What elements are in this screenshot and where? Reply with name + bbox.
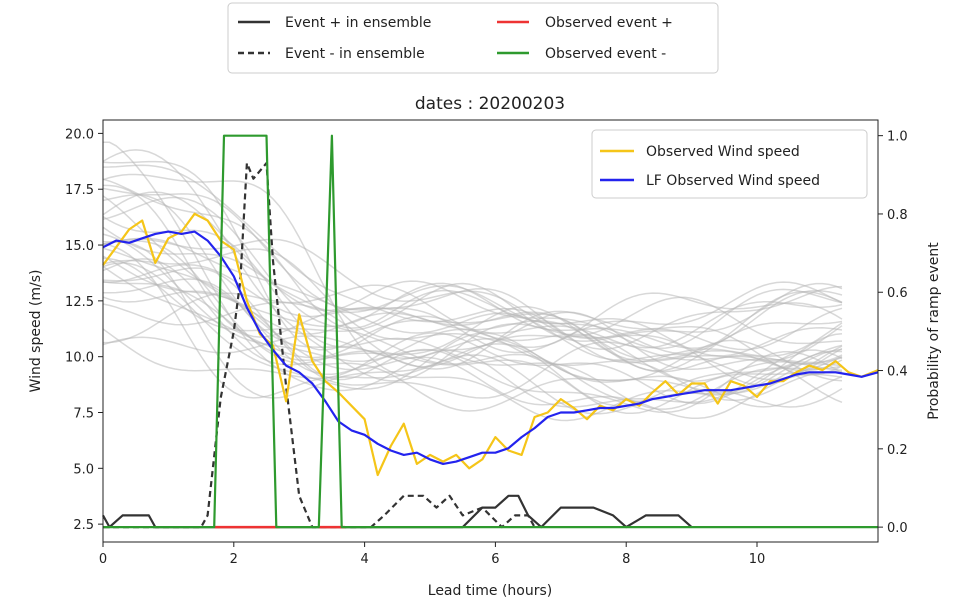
ensemble-member-23: [102, 238, 843, 351]
y-right-tick-label: 0.0: [887, 521, 908, 536]
top-legend-label-event-minus-ensemble: Event - in ensemble: [285, 46, 425, 62]
y-tick-label: 5.0: [73, 462, 94, 477]
top-legend: Event + in ensemble Observed event + Eve…: [227, 2, 719, 74]
ensemble-member-36: [102, 265, 843, 382]
y-tick-label: 20.0: [65, 127, 94, 142]
y-axis-label: Wind speed (m/s): [28, 270, 44, 393]
x-axis-label: Lead time (hours): [428, 583, 552, 599]
inner-legend-label-lf-observed: LF Observed Wind speed: [646, 173, 820, 189]
inner-legend-frame: [591, 129, 868, 199]
top-legend-label-observed-event-minus: Observed event -: [545, 46, 666, 62]
y-right-tick-label: 0.8: [887, 208, 908, 223]
ensemble-member-14: [102, 247, 843, 420]
chart-title: dates : 20200203: [415, 94, 565, 114]
series-event-plus-in-ensemble: [102, 494, 693, 529]
right-axis: 0.0 0.2 0.4 0.6 0.8 1.0: [878, 130, 908, 536]
top-legend-label-observed-event-plus: Observed event +: [545, 15, 673, 31]
y-axis-right-label: Probability of ramp event: [926, 242, 942, 420]
ensemble-member-29: [103, 278, 843, 376]
x-tick-label: 8: [622, 552, 630, 567]
ensemble-member-28: [102, 173, 843, 422]
y-tick-label: 10.0: [65, 351, 94, 366]
ensemble-member-11: [102, 262, 843, 394]
ensemble-members: [102, 141, 843, 422]
x-tick-label: 2: [230, 552, 238, 567]
ensemble-member-8: [102, 164, 843, 364]
y-right-tick-label: 1.0: [887, 130, 908, 145]
series-layer: [102, 134, 879, 529]
inner-legend: Observed Wind speed LF Observed Wind spe…: [591, 129, 868, 199]
top-legend-label-event-plus-ensemble: Event + in ensemble: [285, 15, 431, 31]
ensemble-member-15: [102, 194, 843, 376]
ensemble-member-31: [102, 328, 843, 405]
ensemble-member-27: [102, 263, 843, 372]
x-tick-label: 10: [749, 552, 766, 567]
ensemble-member-12: [102, 226, 843, 350]
y-tick-label: 15.0: [65, 239, 94, 254]
inner-legend-label-observed: Observed Wind speed: [646, 144, 800, 160]
ensemble-member-21: [103, 141, 843, 408]
ensemble-member-34: [102, 160, 843, 372]
left-axis: 2.5 5.0 7.5 10.0 12.5 15.0 17.5 20.0: [65, 127, 103, 533]
ensemble-member-35: [102, 242, 843, 415]
y-tick-label: 7.5: [73, 406, 94, 421]
y-right-tick-label: 0.6: [887, 286, 908, 301]
y-tick-label: 17.5: [65, 183, 94, 198]
x-tick-label: 0: [99, 552, 107, 567]
x-tick-label: 6: [491, 552, 499, 567]
ensemble-member-19: [102, 187, 843, 354]
series-observed-event-minus: [103, 134, 878, 529]
ensemble-member-30: [102, 184, 843, 350]
ensemble-member-13: [102, 237, 843, 381]
plot-frame: [102, 119, 879, 543]
bottom-axis: 0 2 4 6 8 10: [99, 542, 765, 567]
y-tick-label: 12.5: [65, 295, 94, 310]
y-tick-label: 2.5: [73, 518, 94, 533]
y-right-tick-label: 0.4: [887, 365, 908, 380]
ensemble-member-33: [102, 248, 843, 348]
top-legend-frame: [227, 2, 719, 74]
y-right-tick-label: 0.2: [887, 443, 908, 458]
x-tick-label: 4: [360, 552, 368, 567]
ensemble-member-20: [102, 258, 843, 366]
ensemble-member-24: [102, 267, 843, 403]
series-lf-observed-wind-speed: [102, 230, 879, 465]
